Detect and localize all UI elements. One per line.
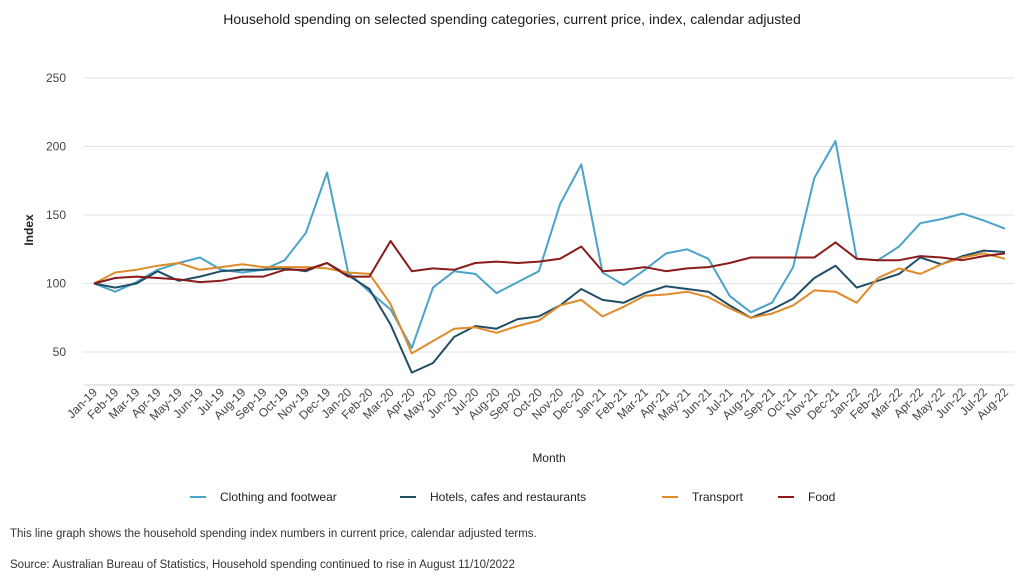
- y-tick-label: 150: [46, 208, 66, 222]
- legend-swatch: [778, 496, 794, 498]
- series-line-transport: [93, 252, 1006, 355]
- legend-item[interactable]: Food: [778, 490, 835, 504]
- legend-swatch: [400, 496, 416, 498]
- legend-item[interactable]: Transport: [662, 490, 743, 504]
- legend-label: Hotels, cafes and restaurants: [430, 490, 587, 504]
- legend: Clothing and footwear Hotels, cafes and r…: [0, 490, 1024, 510]
- y-tick-label: 100: [46, 277, 66, 291]
- series-line-hotels-cafes-and-restaurants: [93, 249, 1006, 374]
- y-tick-label: 250: [46, 71, 66, 85]
- legend-label: Clothing and footwear: [220, 490, 337, 504]
- y-tick-label: 50: [53, 345, 67, 359]
- legend-label: Food: [808, 490, 836, 504]
- series-line-food: [93, 240, 1006, 285]
- x-axis-title: Month: [532, 451, 565, 465]
- x-tick-labels: Jan-19Feb-19Mar-19Apr-19May-19Jun-19Jul-…: [64, 385, 1011, 423]
- y-tick-label: 200: [46, 140, 66, 154]
- y-axis-title: Index: [22, 214, 36, 246]
- y-tick-labels: 50 100 150 200 250: [46, 71, 66, 359]
- legend-label: Transport: [692, 490, 743, 504]
- legend-item[interactable]: Clothing and footwear: [190, 490, 337, 504]
- source-note: Source: Australian Bureau of Statistics,…: [10, 559, 515, 571]
- legend-swatch: [190, 496, 206, 498]
- chart-title: Household spending on selected spending …: [223, 11, 801, 27]
- chart-caption: This line graph shows the household spen…: [10, 528, 537, 540]
- gridlines: [84, 77, 1014, 386]
- legend-item[interactable]: Hotels, cafes and restaurants: [400, 490, 586, 504]
- legend-swatch: [662, 496, 678, 498]
- series-lines: [93, 140, 1006, 374]
- chart-area: 50 100 150 200 250 Jan-19Feb-19Mar-19Apr-19M…: [22, 71, 1014, 465]
- series-line-clothing-and-footwear: [93, 140, 1006, 349]
